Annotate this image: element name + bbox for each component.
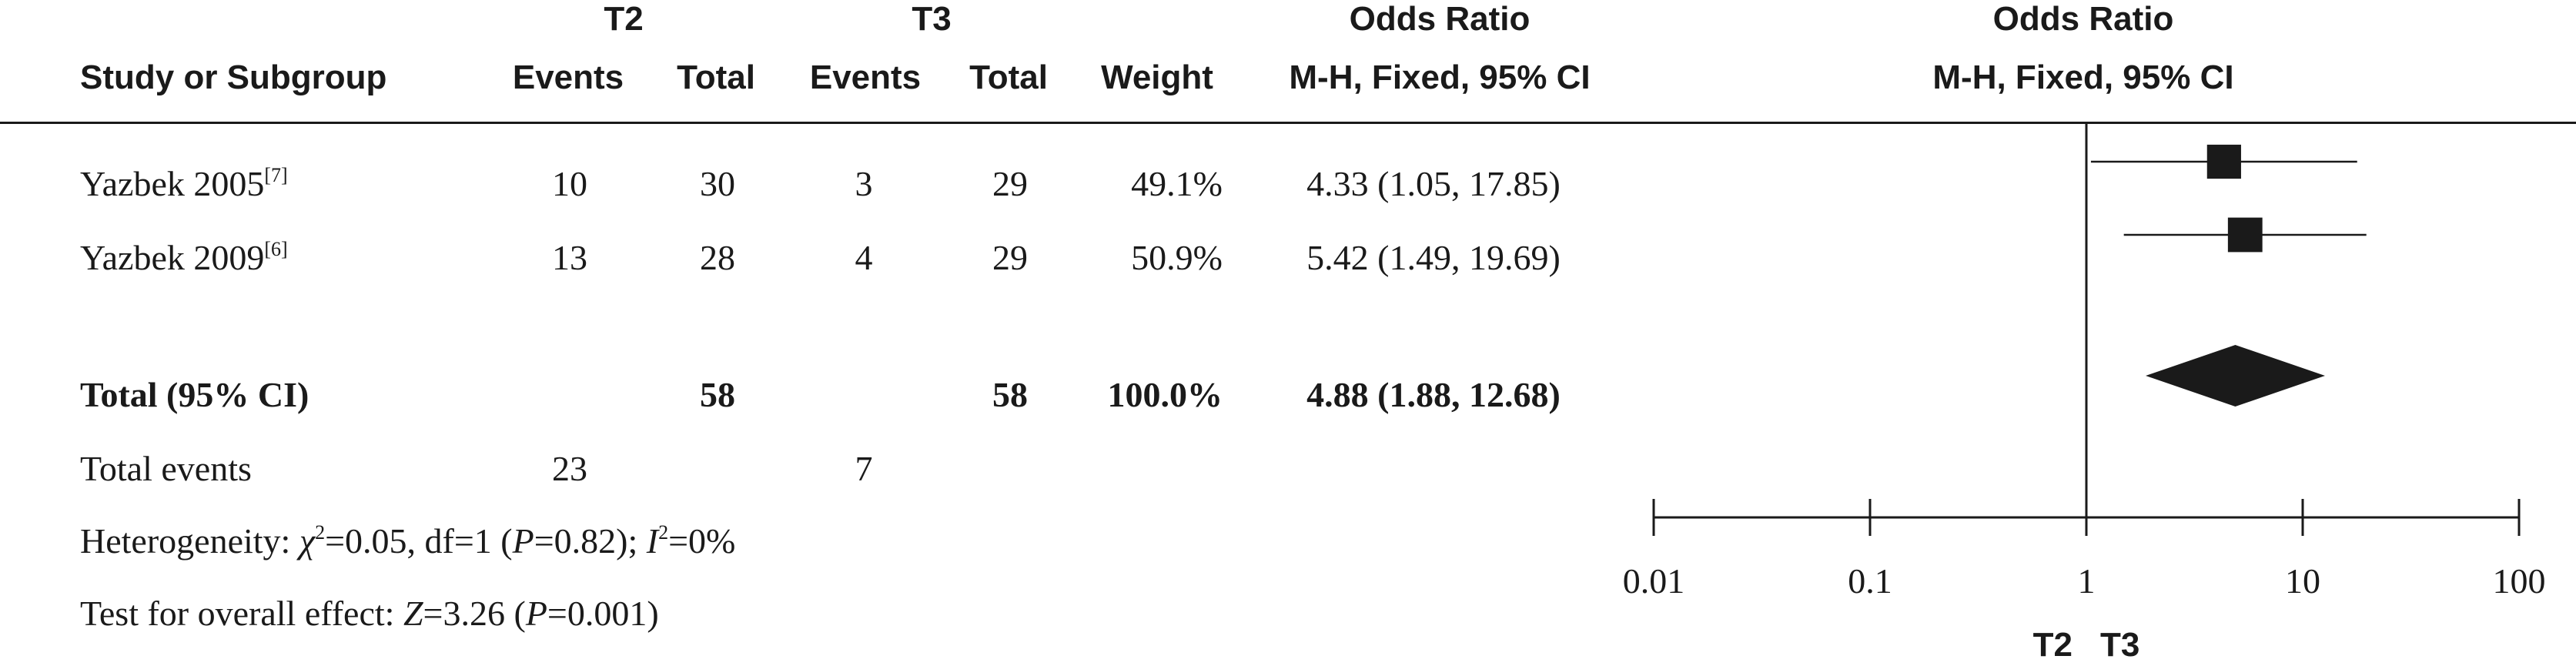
study-total-t2: 28 [700,238,735,277]
group2-header: T3 [912,0,952,38]
heterogeneity-text: Heterogeneity: χ2=0.05, df=1 (P=0.82); I… [80,521,736,561]
x-tick-label: 10 [2285,561,2320,601]
x-tick-label: 0.1 [1848,561,1892,601]
study-total-t3: 29 [992,164,1028,203]
study-events-t2: 10 [552,164,587,203]
total-events-t3: 7 [855,449,873,488]
total-events-t2: 23 [552,449,587,488]
study-weight: 50.9% [1131,238,1223,277]
study-events-t3: 4 [855,238,873,277]
group1-header: T2 [604,0,644,38]
study-name: Yazbek 2009[6] [80,238,288,277]
total-label: Total (95% CI) [80,375,309,414]
study-weight: 49.1% [1131,164,1223,203]
or-title-header: Odds Ratio [1349,0,1531,38]
pooled-diamond [2146,345,2325,407]
favours-right-label: T3 [2100,626,2139,664]
study-total-t3: 29 [992,238,1028,277]
favours-left-label: T2 [2033,626,2073,664]
total-ci-text: 4.88 (1.88, 12.68) [1306,375,1561,414]
study-point-square [2227,217,2263,253]
plot-method-header: M-H, Fixed, 95% CI [1932,59,2234,96]
total-weight: 100.0% [1107,375,1223,414]
study-events-t3: 3 [855,164,873,203]
total-events-label: Total events [80,449,252,488]
group1-total-header: Total [677,59,755,96]
group2-total-header: Total [969,59,1048,96]
plot-title-header: Odds Ratio [1992,0,2174,38]
study-total-t2: 30 [700,164,735,203]
study-name: Yazbek 2005[7] [80,164,288,203]
total-t3: 58 [992,375,1028,414]
overall-effect-text: Test for overall effect: Z=3.26 (P=0.001… [80,594,659,633]
or-method-header: M-H, Fixed, 95% CI [1289,59,1591,96]
study-point-square [2206,144,2241,179]
study-column-header: Study or Subgroup [80,59,387,96]
total-t2: 58 [700,375,735,414]
x-tick-label: 1 [2078,561,2096,601]
x-tick-label: 0.01 [1623,561,1685,601]
study-events-t2: 13 [552,238,587,277]
group1-events-header: Events [512,59,624,96]
study-ci-text: 4.33 (1.05, 17.85) [1306,164,1561,203]
group2-events-header: Events [809,59,922,96]
study-ci-text: 5.42 (1.49, 19.69) [1306,238,1561,277]
x-tick-label: 100 [2493,561,2546,601]
header-rule [0,122,2576,124]
weight-header: Weight [1101,59,1213,96]
